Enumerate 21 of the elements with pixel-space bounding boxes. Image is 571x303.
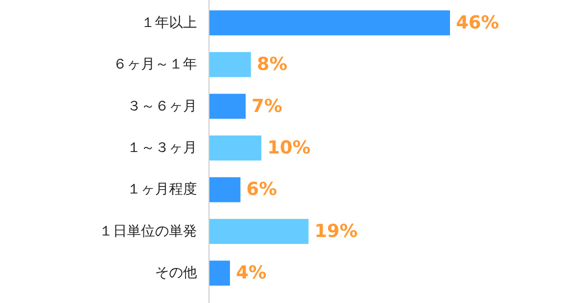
y-tick-label: １年以上 [141,14,197,31]
bar [209,218,309,244]
bar [209,10,450,36]
data-label: 8% [256,54,288,76]
y-tick-label: その他 [155,265,197,282]
bar [209,94,246,119]
data-label: 4% [236,262,267,284]
y-tick-label: １日単位の単発 [99,223,197,240]
y-tick-label: １～３ヶ月 [127,140,197,156]
data-label: 6% [246,179,277,200]
y-tick-label: ６ヶ月～１年 [113,56,197,73]
data-label: 7% [252,96,282,117]
y-tick-label: ３～６ヶ月 [127,98,197,114]
bar [209,177,240,202]
data-label: 46% [456,12,500,34]
bar [209,52,251,78]
data-label: 10% [267,138,310,158]
bar [209,260,230,286]
bar [209,135,262,161]
data-label: 19% [314,220,358,242]
y-tick-label: １ヶ月程度 [127,182,197,198]
